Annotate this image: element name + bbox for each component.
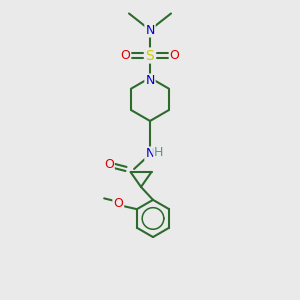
Text: H: H (154, 146, 163, 159)
Text: O: O (113, 197, 123, 210)
Text: N: N (145, 74, 155, 88)
Text: O: O (104, 158, 114, 171)
Text: S: S (146, 49, 154, 62)
Text: O: O (121, 49, 130, 62)
Text: N: N (145, 148, 155, 160)
Text: O: O (170, 49, 179, 62)
Text: N: N (145, 23, 155, 37)
